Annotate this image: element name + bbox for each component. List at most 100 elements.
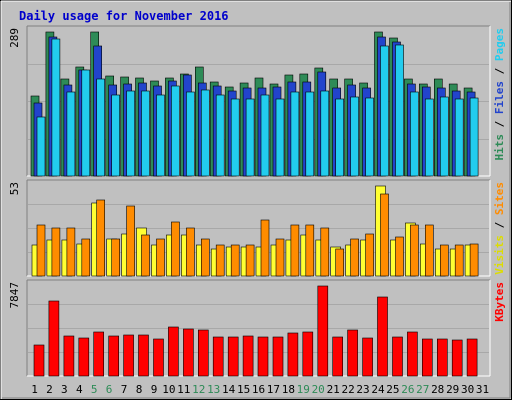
panel-bottom: 7847 KBytes	[8, 279, 506, 377]
bar-kbytes-day-18	[287, 332, 299, 377]
bar-pages-day-16	[260, 94, 270, 177]
x-axis-labels: 1 2 3 4 5 6 7 8 9 10 11 12 13 14 15 16 17 18 19 20 21 22 23 24 2…	[31, 383, 489, 396]
bar-pages-day-10	[171, 85, 180, 177]
bar-sites-day-1	[36, 224, 46, 277]
bar-pages-day-4	[81, 69, 91, 177]
x-tick-label: 9	[151, 383, 158, 396]
bar-sites-day-30	[469, 243, 479, 277]
bar-sites-day-21	[335, 248, 345, 277]
bar-sites-day-5	[96, 199, 105, 277]
bar-sites-day-24	[380, 193, 389, 277]
bar-pages-day-27	[424, 98, 434, 177]
x-tick-label: 30	[461, 383, 474, 396]
bar-kbytes-day-14	[227, 336, 239, 377]
x-tick-label: 18	[282, 383, 295, 396]
bar-pages-day-26	[410, 91, 419, 177]
bar-pages-day-29	[454, 98, 464, 177]
bar-pages-day-14	[230, 98, 240, 177]
bar-kbytes-day-10	[168, 326, 179, 377]
panel-top: 289 Hits / Files / Pages	[8, 25, 506, 177]
bar-kbytes-day-29	[451, 339, 463, 377]
bar-pages-day-19	[305, 91, 315, 177]
bar-kbytes-day-22	[347, 329, 358, 377]
x-tick-label: 17	[267, 383, 280, 396]
bar-sites-day-2	[51, 227, 61, 277]
legend-entry: Sites	[493, 182, 506, 215]
x-tick-label: 26	[401, 383, 414, 396]
bar-kbytes-day-12	[198, 329, 209, 377]
x-tick-label: 11	[177, 383, 190, 396]
bar-pages-day-2	[51, 38, 61, 177]
y-max-label: 289	[8, 28, 21, 48]
legend-entry: Hits	[493, 134, 506, 161]
bar-sites-day-23	[365, 233, 374, 277]
bar-pages-day-25	[395, 44, 404, 177]
x-tick-label: 25	[386, 383, 399, 396]
chart-panels: 289 Hits / Files / Pages 53 Visits / Sites 7…	[8, 25, 506, 377]
bar-sites-day-16	[260, 219, 270, 277]
bar-kbytes-day-26	[407, 331, 418, 377]
bar-kbytes-day-5	[93, 331, 104, 377]
bar-kbytes-day-19	[302, 331, 314, 377]
legend-entry: Visits	[493, 235, 506, 275]
bar-kbytes-day-4	[78, 337, 90, 377]
bar-sites-day-11	[186, 227, 195, 277]
x-tick-label: 29	[446, 383, 459, 396]
bar-sites-day-29	[454, 244, 464, 277]
bar-pages-day-18	[290, 91, 300, 177]
x-tick-label: 1	[31, 383, 38, 396]
bar-sites-day-27	[424, 224, 434, 277]
bar-pages-day-6	[111, 94, 120, 177]
bar-pages-day-30	[469, 97, 479, 177]
legend-entry: /	[493, 215, 506, 235]
y-max-label: 7847	[8, 282, 21, 309]
bar-pages-day-28	[439, 96, 449, 177]
x-tick-label: 31	[476, 383, 489, 396]
bar-pages-day-7	[126, 90, 135, 177]
bar-sites-day-20	[320, 227, 330, 277]
bar-kbytes-day-21	[332, 336, 344, 377]
bar-kbytes-day-8	[138, 334, 149, 377]
bar-sites-day-28	[439, 244, 449, 277]
bar-kbytes-day-23	[362, 337, 373, 377]
bar-kbytes-day-17	[272, 336, 284, 377]
bar-pages-day-17	[275, 98, 285, 177]
chart-title: Daily usage for November 2016	[19, 9, 229, 23]
x-tick-label: 15	[237, 383, 250, 396]
bar-sites-day-7	[126, 205, 135, 277]
legend-entry: /	[493, 114, 506, 134]
x-tick-label: 4	[76, 383, 83, 396]
bar-kbytes-day-15	[242, 335, 254, 377]
bar-kbytes-day-11	[183, 328, 194, 377]
x-tick-label: 28	[431, 383, 444, 396]
bar-pages-day-13	[215, 94, 225, 177]
bar-sites-day-3	[66, 227, 76, 277]
bar-sites-day-13	[215, 244, 225, 277]
bar-sites-day-17	[275, 238, 285, 277]
bar-pages-day-22	[350, 96, 359, 177]
legend-entry: /	[493, 61, 506, 81]
bar-sites-day-14	[230, 244, 240, 277]
series-legend: Hits / Files / Pages	[493, 28, 506, 161]
bar-kbytes-day-16	[257, 336, 269, 377]
bar-sites-day-15	[245, 244, 255, 277]
bar-sites-day-19	[305, 224, 315, 277]
bar-kbytes-day-27	[421, 338, 433, 377]
bar-pages-day-15	[245, 98, 255, 177]
x-tick-label: 20	[312, 383, 325, 396]
x-tick-label: 23	[356, 383, 369, 396]
bar-sites-day-25	[395, 236, 404, 277]
bar-kbytes-day-30	[466, 338, 478, 377]
x-tick-label: 3	[61, 383, 68, 396]
bar-sites-day-18	[290, 224, 300, 277]
bar-sites-day-26	[410, 224, 419, 277]
bar-kbytes-day-2	[48, 300, 60, 377]
bar-pages-day-20	[320, 90, 330, 177]
bar-sites-day-8	[141, 234, 150, 277]
x-tick-label: 27	[416, 383, 429, 396]
x-tick-label: 2	[46, 383, 53, 396]
series-legend: Visits / Sites	[493, 182, 506, 275]
bar-pages-day-23	[365, 97, 374, 177]
x-tick-label: 22	[341, 383, 354, 396]
